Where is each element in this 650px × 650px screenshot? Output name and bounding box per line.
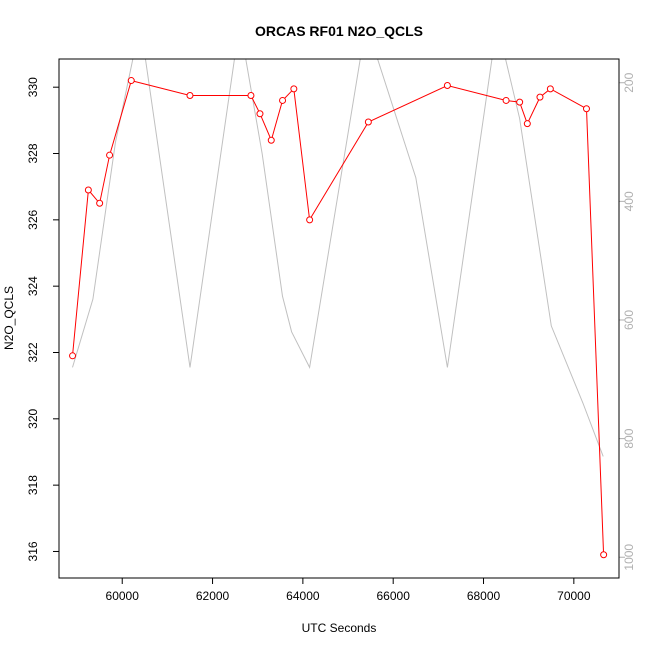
axis-ticks: 60000 62000 64000 66000 68000 70000 316 318 320 3…	[26, 72, 636, 603]
data-point-17	[536, 93, 544, 101]
x-tick-label-2: 64000	[286, 589, 320, 603]
y-tick-label-4: 324	[26, 276, 40, 296]
x-axis-label: UTC Seconds	[302, 621, 377, 635]
y2-tick-label-4: 1000	[622, 544, 636, 571]
x-tick-label-5: 70000	[557, 589, 591, 603]
data-point-13	[443, 82, 451, 90]
data-point-5	[186, 91, 194, 99]
data-point-4	[127, 77, 135, 85]
data-point-16	[523, 120, 531, 128]
data-point-3	[106, 151, 114, 159]
y-tick-label-7: 330	[26, 77, 40, 97]
data-point-18	[546, 85, 554, 93]
y2-tick-label-2: 600	[622, 310, 636, 330]
y-tick-label-5: 326	[26, 210, 40, 230]
y-axis-label: N2O_QCLS	[2, 286, 16, 350]
data-point-9	[279, 96, 287, 104]
x-tick-label-4: 68000	[467, 589, 501, 603]
y-tick-label-0: 316	[26, 541, 40, 561]
data-point-6	[247, 91, 255, 99]
y-tick-label-3: 322	[26, 342, 40, 362]
data-point-20	[600, 551, 608, 559]
data-point-15	[516, 98, 524, 106]
data-point-0	[69, 352, 77, 360]
x-tick-label-1: 62000	[196, 589, 230, 603]
x-tick-label-3: 66000	[377, 589, 411, 603]
data-point-14	[502, 96, 510, 104]
data-point-19	[582, 105, 590, 113]
y-tick-label-2: 320	[26, 408, 40, 428]
data-point-7	[256, 110, 264, 118]
x-tick-label-0: 60000	[106, 589, 140, 603]
plot-marks	[69, 59, 608, 559]
y2-tick-label-3: 800	[622, 428, 636, 448]
y-tick-label-6: 328	[26, 143, 40, 163]
y2-tick-label-0: 200	[622, 72, 636, 92]
primary-series-line	[72, 79, 605, 555]
y2-tick-label-1: 400	[622, 191, 636, 211]
data-point-11	[306, 216, 314, 224]
data-point-1	[84, 186, 92, 194]
data-point-12	[364, 118, 372, 126]
y-tick-label-1: 318	[26, 475, 40, 495]
chart-title: ORCAS RF01 N2O_QCLS	[255, 23, 423, 39]
data-point-8	[267, 136, 275, 144]
secondary-series-line	[72, 59, 604, 457]
plot-frame	[58, 58, 620, 579]
data-point-2	[96, 199, 104, 207]
data-point-10	[290, 85, 298, 93]
